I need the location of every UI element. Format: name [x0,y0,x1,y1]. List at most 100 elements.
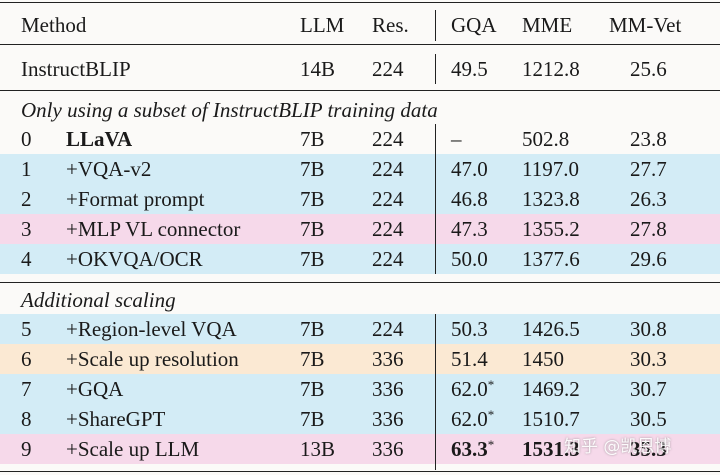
header-mmvet: MM-Vet [609,13,682,37]
column-divider [435,10,437,41]
table-row: 9 +Scale up LLM 13B 336 63.3* 1531.3 35.… [0,434,720,464]
table-row: 1 +VQA-v2 7B 224 47.0 1197.0 27.7 [0,154,720,184]
row-res: 224 [372,247,404,271]
header-llm: LLM [300,13,345,37]
table-row: 8 +ShareGPT 7B 336 62.0* 1510.7 30.5 [0,404,720,434]
row-mme: 1355.2 [522,217,580,241]
row-method: +GQA [66,377,124,401]
row-llm: 7B [300,157,325,181]
row-llm: 7B [300,377,325,401]
row-index: 0 [21,127,32,151]
row-index: 3 [21,217,32,241]
baseline-mme: 1212.8 [522,57,580,81]
column-divider [435,54,437,84]
row-llm: 7B [300,187,325,211]
row-mme: 1510.7 [522,407,580,431]
header-res: Res. [372,13,409,37]
row-gqa-star: * [487,407,495,422]
row-mmvet: 29.6 [630,247,667,271]
row-res: 224 [372,217,404,241]
table-row: 6 +Scale up resolution 7B 336 51.4 1450 … [0,344,720,374]
row-index: 1 [21,157,32,181]
row-res: 336 [372,407,404,431]
row-mmvet: 27.8 [630,217,667,241]
header-gqa: GQA [451,13,497,37]
row-index: 5 [21,317,32,341]
row-method: +ShareGPT [66,407,166,431]
table-row: 3 +MLP VL connector 7B 224 47.3 1355.2 2… [0,214,720,244]
row-index: 6 [21,347,32,371]
row-mme: 1450 [522,347,564,371]
row-index: 7 [21,377,32,401]
row-mme: 1426.5 [522,317,580,341]
row-gqa-value: 62.0 [451,407,488,431]
row-gqa: – [451,127,462,151]
section2-rule [0,282,720,283]
baseline-method: InstructBLIP [21,57,131,81]
table-row-baseline: InstructBLIP 14B 224 49.5 1212.8 25.6 [0,54,720,84]
row-llm: 7B [300,217,325,241]
row-mme: 1323.8 [522,187,580,211]
row-gqa: 47.0 [451,157,488,181]
row-mme: 1377.6 [522,247,580,271]
row-method: +VQA-v2 [66,157,152,181]
row-res: 336 [372,437,404,461]
row-index: 4 [21,247,32,271]
row-method: +Format prompt [66,187,205,211]
row-res: 224 [372,317,404,341]
baseline-llm: 14B [300,57,336,81]
row-gqa-star: * [487,437,495,452]
baseline-gqa: 49.5 [451,57,488,81]
table-bottom-rule [0,471,720,473]
row-mmvet: 30.5 [630,407,667,431]
header-rule [0,44,720,46]
row-mme: 1197.0 [522,157,579,181]
row-llm: 13B [300,437,336,461]
row-method: +Region-level VQA [66,317,237,341]
row-res: 224 [372,157,404,181]
baseline-mmvet: 25.6 [630,57,667,81]
row-index: 2 [21,187,32,211]
table-header-row: Method LLM Res. GQA MME MM-Vet [0,10,720,40]
row-method: +Scale up LLM [66,437,200,461]
row-res: 224 [372,127,404,151]
column-divider [435,314,437,470]
table-row: 5 +Region-level VQA 7B 224 50.3 1426.5 3… [0,314,720,344]
row-gqa: 62.0* [451,404,494,434]
row-mmvet: 26.3 [630,187,667,211]
table-row: 2 +Format prompt 7B 224 46.8 1323.8 26.3 [0,184,720,214]
row-res: 336 [372,377,404,401]
header-method: Method [21,13,87,37]
row-gqa-value: 63.3 [451,437,488,461]
table-row: 0 LLaVA 7B 224 – 502.8 23.8 [0,124,720,154]
table-top-rule [0,2,720,4]
row-res: 224 [372,187,404,211]
row-res: 336 [372,347,404,371]
row-mmvet: 30.8 [630,317,667,341]
row-mme: 1469.2 [522,377,580,401]
row-gqa: 50.0 [451,247,488,271]
row-index: 9 [21,437,32,461]
baseline-res: 224 [372,57,404,81]
row-gqa: 51.4 [451,347,488,371]
table-row: 7 +GQA 7B 336 62.0* 1469.2 30.7 [0,374,720,404]
row-mmvet: 30.7 [630,377,667,401]
row-gqa: 46.8 [451,187,488,211]
column-divider [435,124,437,274]
row-llm: 7B [300,347,325,371]
section2-title: Additional scaling [21,288,176,312]
row-llm: 7B [300,127,325,151]
row-mmvet: 35.3 [630,437,667,461]
row-mme: 1531.3 [522,437,580,461]
row-mme: 502.8 [522,127,570,151]
row-gqa: 62.0* [451,374,494,404]
row-gqa: 50.3 [451,317,488,341]
row-gqa-value: 62.0 [451,377,488,401]
row-gqa-star: * [487,377,495,392]
section1-rule [0,90,720,91]
row-llm: 7B [300,407,325,431]
row-mmvet: 27.7 [630,157,667,181]
row-llm: 7B [300,247,325,271]
row-method: LLaVA [66,127,133,151]
